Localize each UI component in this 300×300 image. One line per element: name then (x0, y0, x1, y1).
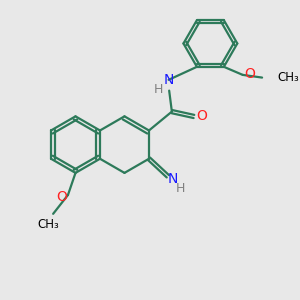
Text: N: N (167, 172, 178, 187)
Text: H: H (154, 83, 164, 96)
Text: O: O (56, 190, 67, 204)
Text: O: O (244, 67, 255, 80)
Text: H: H (176, 182, 185, 195)
Text: CH₃: CH₃ (277, 71, 299, 84)
Text: O: O (196, 109, 207, 123)
Text: N: N (164, 73, 174, 87)
Text: CH₃: CH₃ (37, 218, 58, 231)
